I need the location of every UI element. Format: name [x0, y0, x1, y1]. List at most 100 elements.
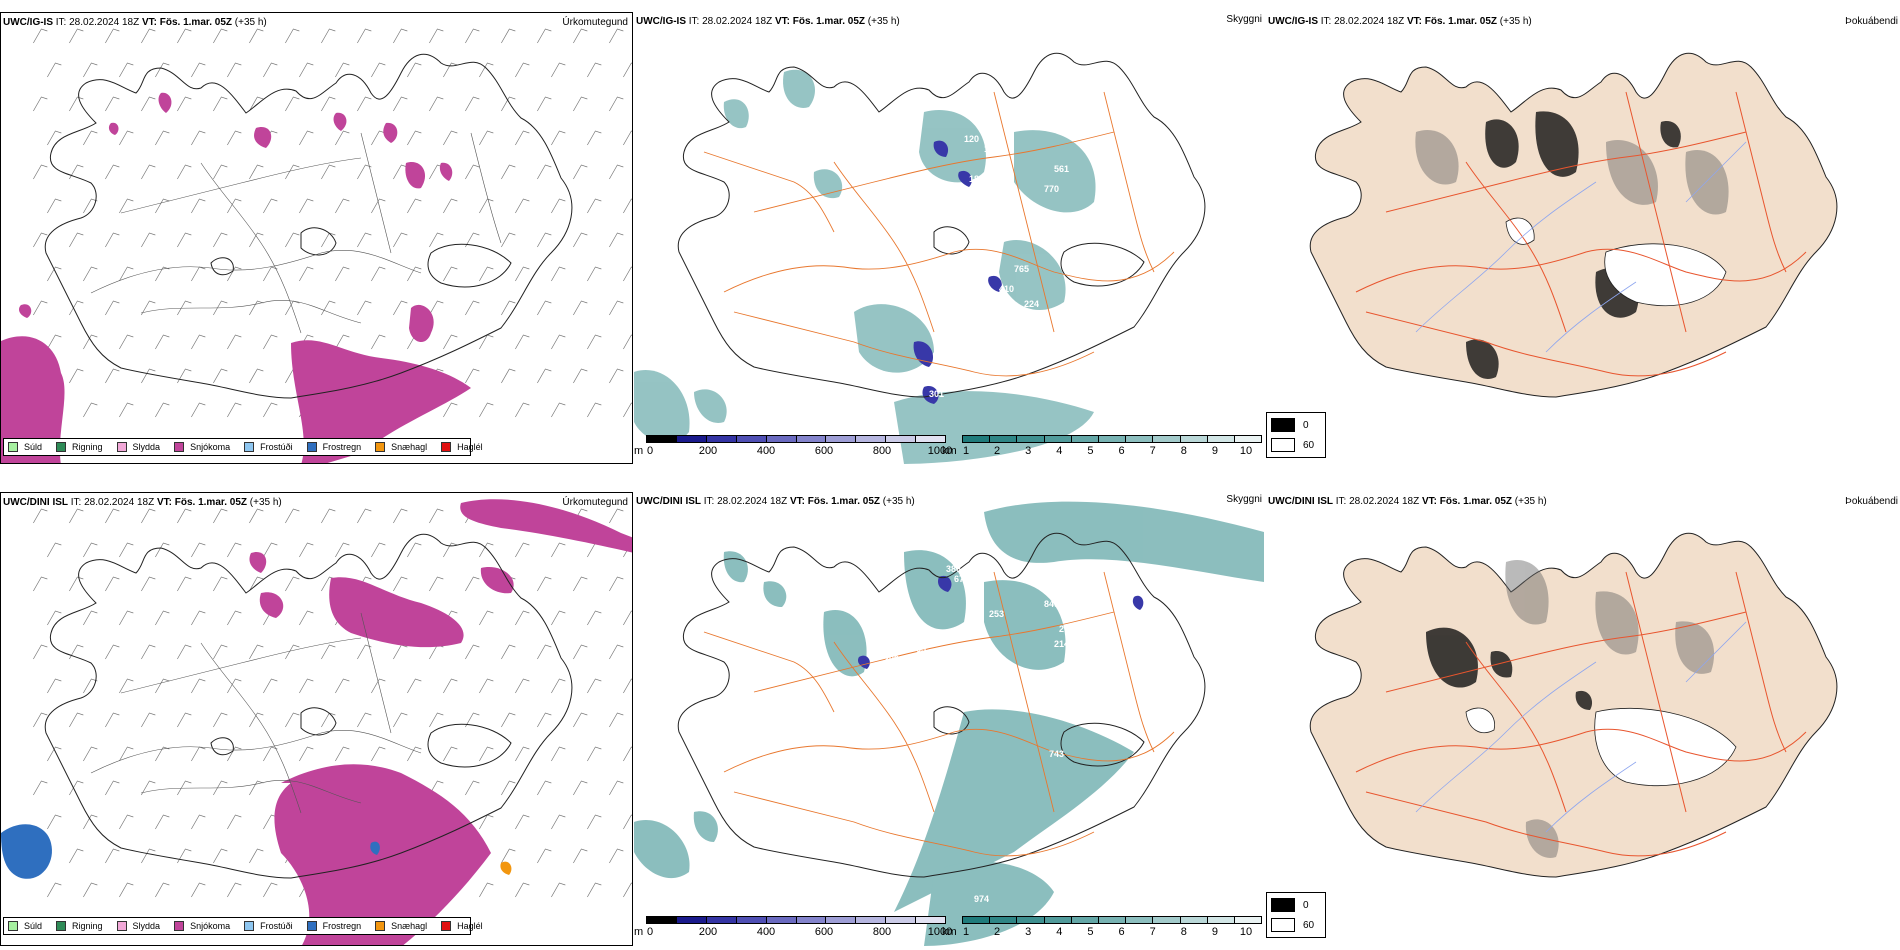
- colorbar-strip: [962, 916, 1262, 924]
- wind-barb: [429, 576, 444, 592]
- wind-barb: [119, 130, 134, 146]
- wind-barb: [213, 644, 228, 660]
- colorbar-swatch: [766, 436, 797, 442]
- colorbar-swatch: [647, 436, 677, 442]
- legend-item: Súld: [8, 921, 42, 931]
- wind-barb: [105, 300, 120, 316]
- wind-barb: [105, 780, 120, 796]
- wind-barb: [249, 232, 264, 248]
- wind-barb: [69, 96, 84, 112]
- colorbar-tick: 0: [646, 445, 654, 457]
- colorbar-tick: 200: [698, 926, 718, 938]
- wind-barb: [515, 814, 530, 830]
- fog-legend-swatch: [1271, 898, 1295, 912]
- wind-barb: [587, 266, 602, 282]
- fog-colorbar: 0 60: [1266, 892, 1326, 938]
- panel-title-precip: Úrkomutegund: [562, 17, 628, 28]
- colorbar-swatch: [1180, 917, 1208, 923]
- wind-barb: [47, 610, 62, 626]
- fog-legend-swatch: [1271, 918, 1295, 932]
- wind-barb: [47, 678, 62, 694]
- wind-barb: [141, 96, 156, 112]
- wind-barb: [515, 334, 530, 350]
- wind-barb: [551, 130, 566, 146]
- wind-barb: [83, 542, 98, 558]
- wind-barb: [47, 882, 62, 898]
- wind-barb: [573, 164, 588, 180]
- legend-swatch: [306, 921, 317, 931]
- wind-barb: [393, 164, 408, 180]
- wind-barb: [479, 198, 494, 214]
- cloudbase-value-label: 298: [1059, 624, 1074, 634]
- wind-barb: [47, 542, 62, 558]
- visibility-panel-row1: 120 182 188 561 770 765 410 224 361 431 321 231 301 …: [634, 12, 1264, 464]
- colorbar-tick: 400: [756, 926, 776, 938]
- cloudbase-value-label: 561: [1054, 164, 1069, 174]
- wind-barb: [191, 678, 206, 694]
- wind-barb: [537, 712, 552, 728]
- wind-barb: [465, 368, 480, 384]
- wind-barb: [263, 882, 278, 898]
- wind-barb: [429, 28, 444, 44]
- wind-barb: [83, 882, 98, 898]
- wind-barb: [321, 508, 336, 524]
- legend-label: Súld: [24, 921, 43, 931]
- cloudbase-value-label: 489: [969, 584, 984, 594]
- wind-barb: [227, 130, 242, 146]
- wind-barb: [177, 780, 192, 796]
- wind-barb: [141, 508, 156, 524]
- wind-barb: [501, 28, 516, 44]
- colorbar-swatch: [1153, 436, 1181, 442]
- wind-barb: [249, 164, 264, 180]
- wind-barb: [501, 96, 516, 112]
- wind-barb: [537, 164, 552, 180]
- wind-barb: [587, 678, 602, 694]
- wind-barb: [119, 334, 134, 350]
- wind-barb: [501, 368, 516, 384]
- wind-barb: [443, 746, 458, 762]
- colorbar-tick: 800: [872, 926, 892, 938]
- wind-barb: [155, 542, 170, 558]
- wind-barb: [155, 678, 170, 694]
- colorbar-swatch: [1044, 436, 1072, 442]
- wind-barb: [299, 130, 314, 146]
- cloudbase-value-label: 974: [974, 894, 989, 904]
- wind-barb: [191, 266, 206, 282]
- wind-barb: [501, 644, 516, 660]
- wind-barb: [141, 644, 156, 660]
- legend-item: Súld: [8, 442, 42, 452]
- legend-swatch: [244, 921, 255, 931]
- colorbar-strip: [646, 435, 946, 443]
- wind-barb: [587, 334, 602, 350]
- wind-barb: [155, 882, 170, 898]
- cloudbase-value-label: 386: [946, 564, 961, 574]
- wind-barb: [83, 814, 98, 830]
- wind-barb: [105, 96, 120, 112]
- wind-barb: [321, 164, 336, 180]
- wind-barb: [263, 334, 278, 350]
- legend-item: Frostúði: [244, 442, 293, 452]
- wind-barb: [357, 712, 372, 728]
- wind-barb: [83, 610, 98, 626]
- wind-barb: [105, 712, 120, 728]
- wind-barb: [119, 402, 134, 418]
- wind-barb: [213, 712, 228, 728]
- wind-barb: [357, 96, 372, 112]
- fog-map-row1: [1309, 52, 1838, 398]
- precip-map-row1: [1, 28, 632, 463]
- colorbar-tick: 5: [1087, 926, 1094, 938]
- wind-barb: [249, 368, 264, 384]
- wind-barb: [249, 712, 264, 728]
- wind-barb: [69, 368, 84, 384]
- panel-title-fog: Þokuábendi: [1845, 496, 1898, 507]
- wind-barb: [285, 508, 300, 524]
- wind-barb: [429, 96, 444, 112]
- wind-barb: [321, 28, 336, 44]
- colorbar-tick: 4: [1056, 926, 1063, 938]
- legend-swatch: [174, 921, 185, 931]
- wind-barb: [623, 198, 632, 214]
- legend-label: Haglél: [457, 921, 483, 931]
- wind-barb: [393, 28, 408, 44]
- wind-barb: [191, 62, 206, 78]
